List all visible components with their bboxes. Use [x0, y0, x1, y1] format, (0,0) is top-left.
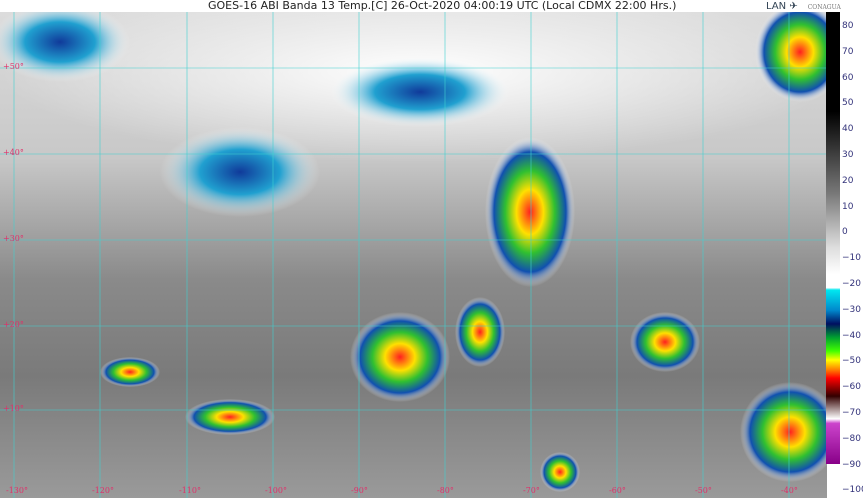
colorbar-tick-label: −10 [842, 253, 861, 264]
longitude-label: -70° [523, 486, 540, 495]
colorbar-tick-label: −80 [842, 433, 861, 444]
colorbar-tick-label: −100 [842, 485, 863, 496]
longitude-label: -50° [695, 486, 712, 495]
colorbar-tick-label: 0 [842, 227, 848, 238]
latitude-label: +50° [3, 62, 24, 71]
latitude-label: +40° [3, 148, 24, 157]
colorbar-tick-label: −60 [842, 382, 861, 393]
latitude-label: +30° [3, 234, 24, 243]
satellite-map: +50° +40° +30° +20° +10° -130° -120° -110° -100… [0, 12, 827, 498]
longitude-label: -90° [351, 486, 368, 495]
colorbar-tick-label: 60 [842, 72, 854, 83]
colorbar-tick-label: 70 [842, 46, 854, 57]
colorbar-tick-label: −20 [842, 279, 861, 289]
cloud-layer [0, 12, 827, 498]
temperature-colorbar [826, 12, 840, 464]
longitude-label: -110° [179, 486, 201, 495]
longitude-label: -80° [437, 486, 454, 495]
colorbar-tick-label: −30 [842, 304, 861, 315]
logos: LAN ✈ CONAGUA [766, 1, 841, 12]
longitude-label: -100° [265, 486, 287, 495]
longitude-label: -60° [609, 486, 626, 495]
image-title: GOES-16 ABI Banda 13 Temp.[C] 26-Oct-202… [208, 0, 677, 12]
lan-logo: LAN [766, 1, 787, 12]
colorbar-tick-label: −90 [842, 459, 861, 470]
conagua-logo: CONAGUA [807, 4, 841, 11]
colorbar-tick-label: 40 [842, 124, 854, 135]
colorbar-tick-label: 10 [842, 201, 854, 212]
colorbar-tick-label: 50 [842, 98, 854, 109]
latitude-label: +20° [3, 320, 24, 329]
colorbar-tick-label: 30 [842, 150, 854, 160]
colorbar-tick-label: −40 [842, 330, 861, 341]
latitude-label: +10° [3, 404, 24, 413]
longitude-label: -130° [6, 486, 28, 495]
colorbar-tick-label: −70 [842, 408, 861, 418]
longitude-label: -120° [92, 486, 114, 495]
colorbar-tick-label: −50 [842, 356, 861, 367]
colorbar-tick-label: 20 [842, 175, 854, 186]
colorbar-tick-label: 80 [842, 21, 854, 31]
lat-lon-grid [0, 12, 827, 498]
longitude-label: -40° [781, 486, 798, 495]
